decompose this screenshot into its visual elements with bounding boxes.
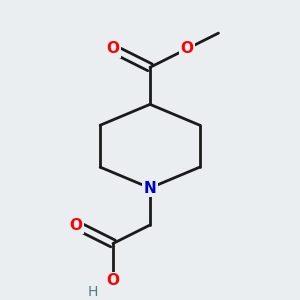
- Text: H: H: [87, 285, 98, 299]
- Text: O: O: [106, 41, 119, 56]
- Text: O: O: [106, 273, 119, 288]
- Text: N: N: [144, 181, 156, 196]
- Text: O: O: [181, 41, 194, 56]
- Text: O: O: [70, 218, 83, 232]
